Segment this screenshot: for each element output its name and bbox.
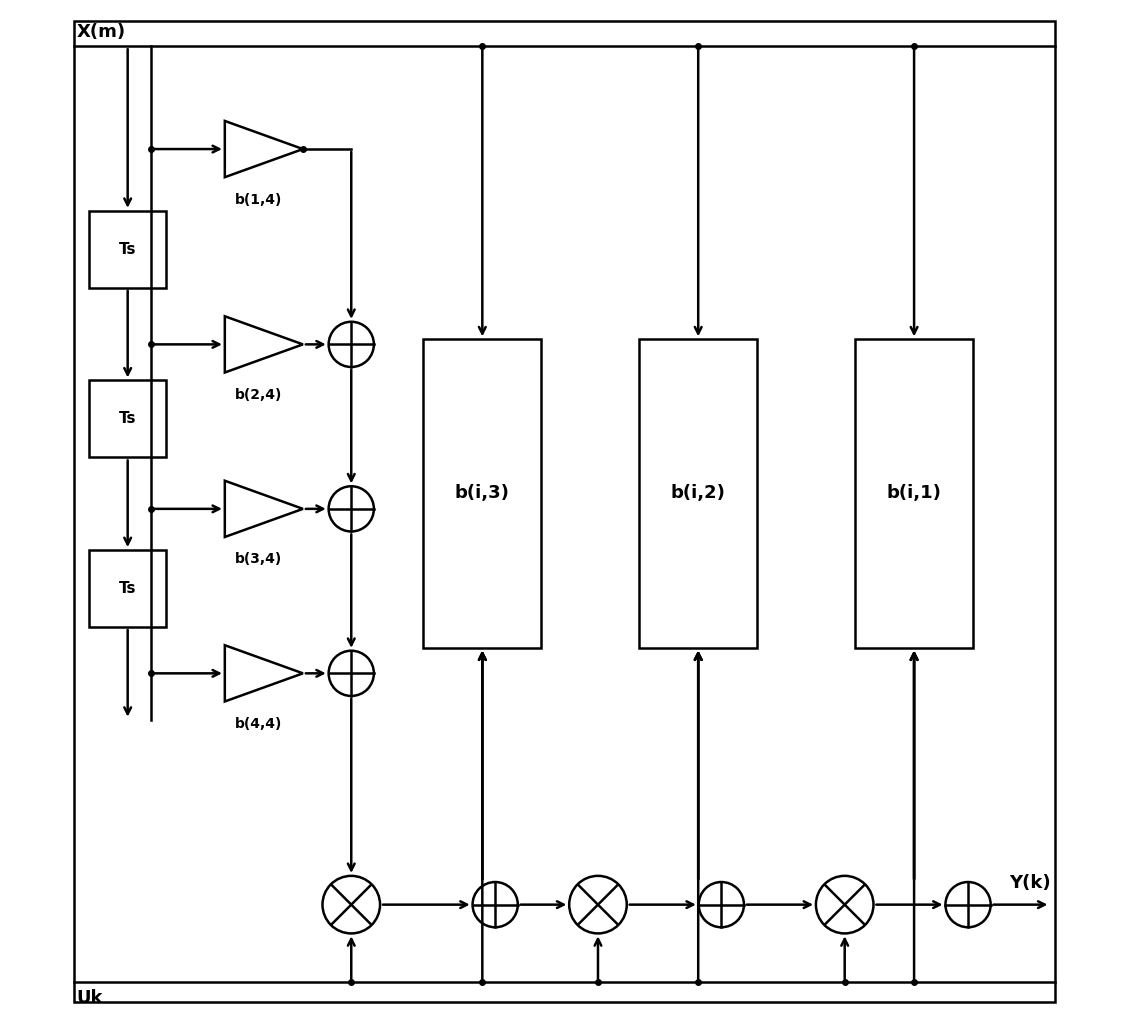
Bar	[424, 339, 542, 648]
Bar	[855, 339, 973, 648]
Text: Ts: Ts	[119, 581, 136, 596]
Text: Uk: Uk	[76, 989, 103, 1007]
Bar	[89, 380, 166, 457]
Bar	[89, 550, 166, 627]
Text: b(3,4): b(3,4)	[235, 552, 282, 566]
Bar	[89, 211, 166, 288]
Text: b(1,4): b(1,4)	[235, 192, 282, 207]
Circle shape	[472, 882, 518, 927]
Text: Y(k): Y(k)	[1008, 874, 1050, 892]
Circle shape	[569, 876, 627, 933]
Bar	[640, 339, 758, 648]
Circle shape	[328, 322, 374, 367]
Text: Ts: Ts	[119, 242, 136, 257]
Circle shape	[699, 882, 744, 927]
Text: b(i,3): b(i,3)	[455, 484, 510, 503]
Text: X(m): X(m)	[76, 23, 126, 41]
Circle shape	[328, 486, 374, 531]
Circle shape	[816, 876, 873, 933]
Text: b(4,4): b(4,4)	[235, 717, 282, 731]
Circle shape	[328, 651, 374, 696]
Text: b(i,1): b(i,1)	[887, 484, 942, 503]
Text: b(i,2): b(i,2)	[671, 484, 726, 503]
Circle shape	[323, 876, 380, 933]
Text: b(2,4): b(2,4)	[235, 388, 282, 402]
Text: Ts: Ts	[119, 411, 136, 427]
Circle shape	[945, 882, 990, 927]
